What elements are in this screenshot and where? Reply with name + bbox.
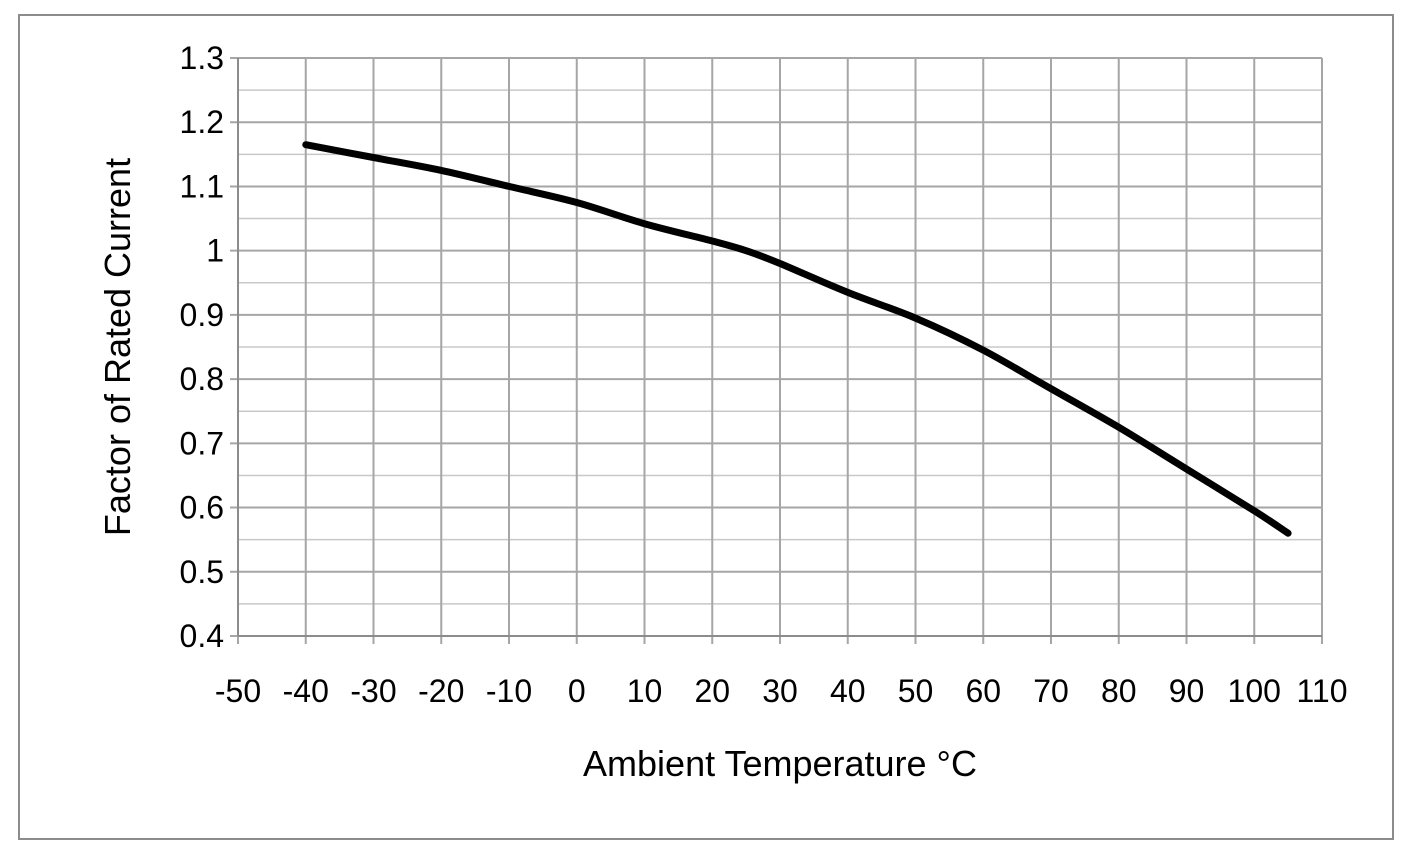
x-tick-label: 100 <box>1228 673 1281 709</box>
y-tick-label: 1.3 <box>180 40 224 76</box>
y-tick-label: 0.7 <box>180 425 224 461</box>
chart-frame <box>18 14 1394 840</box>
y-tick-label: 1 <box>206 233 224 269</box>
major-gridlines <box>230 57 1323 644</box>
x-tick-label: 60 <box>965 673 1001 709</box>
y-axis-title: Factor of Rated Current <box>97 158 138 536</box>
x-axis-title: Ambient Temperature °C <box>583 743 977 784</box>
x-tick-label: 80 <box>1101 673 1137 709</box>
x-tick-label: 0 <box>568 673 586 709</box>
x-tick-label: -10 <box>486 673 532 709</box>
x-tick-label: 30 <box>762 673 798 709</box>
data-series <box>302 141 1292 537</box>
series-line <box>302 141 1292 537</box>
x-tick-label: 40 <box>830 673 866 709</box>
x-tick-label: 20 <box>694 673 730 709</box>
y-tick-label: 1.2 <box>180 104 224 140</box>
axes <box>237 58 1322 637</box>
x-tick-label: -40 <box>283 673 329 709</box>
x-tick-label: -20 <box>418 673 464 709</box>
x-tick-label: 90 <box>1169 673 1205 709</box>
x-tick-label: -30 <box>350 673 396 709</box>
x-tick-label: -50 <box>215 673 261 709</box>
x-tick-label: 10 <box>627 673 663 709</box>
y-tick-label: 1.1 <box>180 168 224 204</box>
y-tick-label: 0.5 <box>180 554 224 590</box>
y-tick-label: 0.6 <box>180 490 224 526</box>
y-tick-label: 0.8 <box>180 361 224 397</box>
y-tick-label: 0.4 <box>180 618 224 654</box>
y-tick-label: 0.9 <box>180 297 224 333</box>
x-tick-label: 110 <box>1296 673 1347 709</box>
y-axis-tick-labels: 0.4 0.5 0.6 0.7 0.8 0.9 1 1.1 1.2 1.3 <box>180 40 224 654</box>
x-tick-label: 50 <box>898 673 934 709</box>
x-tick-label: 70 <box>1033 673 1069 709</box>
x-axis-tick-labels: -50 -40 -30 -20 -10 0 10 20 30 40 50 60 70 80 90 100 110 <box>215 673 1348 709</box>
